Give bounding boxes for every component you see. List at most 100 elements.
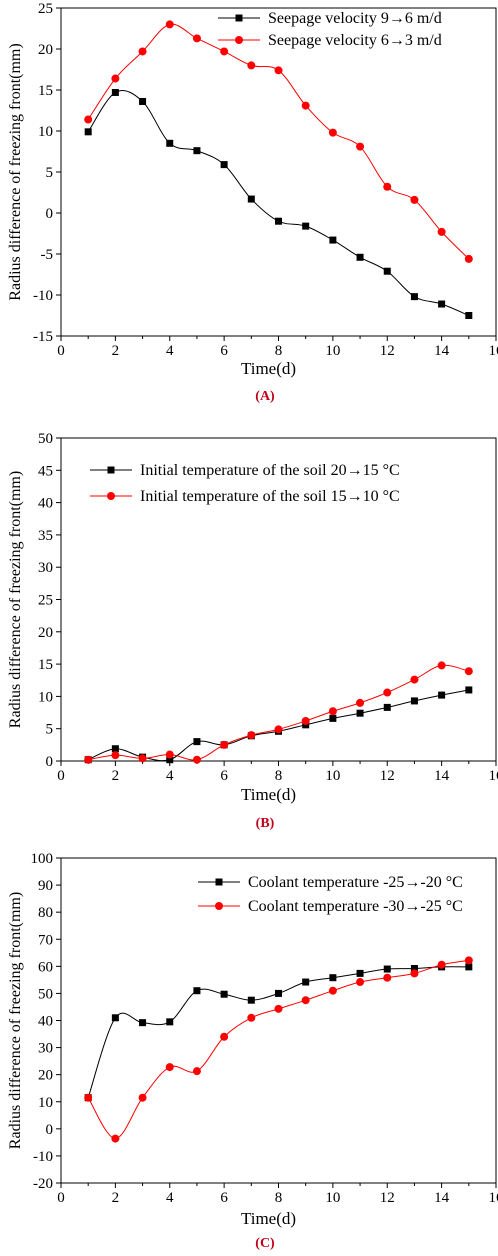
y-axis-label: Radius difference of freezing front(mm): [7, 892, 24, 1149]
data-point: [410, 293, 418, 301]
data-point: [84, 1093, 93, 1102]
y-tick-label: 5: [46, 165, 54, 181]
y-tick-label: 5: [46, 722, 54, 738]
data-point: [247, 731, 256, 740]
data-point: [165, 20, 174, 29]
series-0: [84, 686, 473, 764]
data-point: [138, 1093, 147, 1102]
chart-b-svg: 0 2 4 6 8 10 12 14 16 0 5 10 15 20 25 30 35 40 45 50 Time(d)…: [7, 431, 498, 804]
x-tick-label: 16: [489, 343, 498, 359]
x-tick-label: 2: [112, 768, 120, 784]
legend-marker: [215, 878, 223, 886]
x-tick-label: 6: [220, 768, 228, 784]
data-point: [220, 1032, 229, 1041]
data-point: [111, 1014, 119, 1022]
y-tick-label: 80: [38, 905, 53, 921]
data-point: [383, 965, 391, 973]
data-point: [247, 1013, 256, 1022]
data-point: [356, 709, 364, 717]
data-point: [383, 182, 392, 191]
series-line: [87, 90, 470, 316]
data-point: [328, 128, 337, 137]
legend-marker: [215, 902, 223, 910]
plot-frame: [60, 437, 497, 762]
y-axis-label: Radius difference of freezing front(mm): [7, 471, 24, 728]
data-point: [192, 1067, 201, 1076]
y-tick-label: 0: [46, 754, 54, 770]
y-tick-label: 70: [38, 932, 53, 948]
y-tick-label: 45: [38, 463, 53, 479]
data-point: [165, 1063, 174, 1072]
data-point: [329, 236, 337, 244]
data-point: [138, 754, 147, 763]
series-0: [84, 88, 473, 319]
y-tick-label: 0: [46, 1122, 54, 1138]
data-point: [220, 990, 228, 998]
y-tick-label: 0: [46, 206, 54, 222]
data-point: [192, 34, 201, 43]
y-tick-label: 20: [38, 42, 53, 58]
x-tick-label: 12: [380, 1190, 395, 1206]
data-point: [220, 161, 228, 169]
x-tick-label: 8: [275, 768, 283, 784]
data-point: [465, 686, 473, 694]
data-point: [111, 88, 119, 96]
data-point: [437, 960, 446, 969]
data-point: [464, 254, 473, 263]
data-point: [166, 756, 174, 764]
legend: Coolant temperature -25→-20 °C Coolant te…: [198, 874, 463, 915]
x-axis-label: Time(d): [241, 1209, 296, 1228]
x-tick-label: 4: [166, 768, 174, 784]
data-point: [193, 147, 201, 155]
data-point: [438, 300, 446, 308]
x-tick-label: 14: [434, 343, 450, 359]
legend-marker: [235, 36, 243, 44]
data-point: [410, 697, 418, 705]
x-tick-label: 4: [166, 343, 174, 359]
data-point: [383, 703, 391, 711]
y-tick-label: -10: [33, 288, 53, 304]
x-tick-label: 14: [434, 768, 450, 784]
x-axis-label: Time(d): [241, 785, 296, 804]
data-point: [356, 253, 364, 261]
x-tick-label: 14: [434, 1190, 450, 1206]
y-tick-label: 60: [38, 959, 53, 975]
data-point: [84, 115, 93, 124]
data-point: [220, 740, 229, 749]
data-point: [302, 222, 310, 230]
panel-label-a: (A): [255, 389, 275, 404]
y-tick-label: 20: [38, 625, 53, 641]
y-tick-label: 30: [38, 560, 53, 576]
x-tick-label: 6: [220, 1190, 228, 1206]
x-tick-label: 10: [325, 768, 340, 784]
legend-label: Seepage velocity 9→6 m/d: [268, 10, 442, 27]
y-tick-label: 15: [38, 657, 53, 673]
data-point: [84, 128, 92, 136]
data-point: [437, 661, 446, 670]
data-point: [301, 716, 310, 725]
y-tick-label: -20: [33, 1176, 53, 1192]
y-tick-label: -10: [33, 1149, 53, 1165]
data-point: [410, 969, 419, 978]
series-1: [84, 661, 473, 764]
legend-label: Initial temperature of the soil 20→15 °C: [140, 462, 400, 479]
x-tick-label: 0: [57, 343, 65, 359]
legend-marker: [107, 466, 115, 474]
data-point: [220, 47, 229, 56]
data-point: [464, 956, 473, 965]
x-tick-label: 6: [220, 343, 228, 359]
data-point: [410, 965, 418, 972]
panel-label-b: (B): [255, 816, 275, 831]
data-point: [437, 227, 446, 236]
x-tick-label: 16: [489, 1190, 498, 1206]
x-tick-label: 8: [275, 1190, 283, 1206]
data-point: [247, 61, 256, 70]
panel-label-c: (C): [255, 1236, 275, 1251]
legend-label: Coolant temperature -25→-20 °C: [248, 874, 463, 891]
x-tick-label: 0: [57, 1190, 65, 1206]
data-point: [139, 97, 147, 105]
data-point: [329, 714, 337, 722]
y-tick-label: 35: [38, 528, 53, 544]
y-tick-label: 15: [38, 83, 53, 99]
chart-a-svg: 0 2 4 6 8 10 12 14 16 -15 -10 -5 0 5 10 15 20 25 Time(d) Ra…: [7, 1, 498, 378]
